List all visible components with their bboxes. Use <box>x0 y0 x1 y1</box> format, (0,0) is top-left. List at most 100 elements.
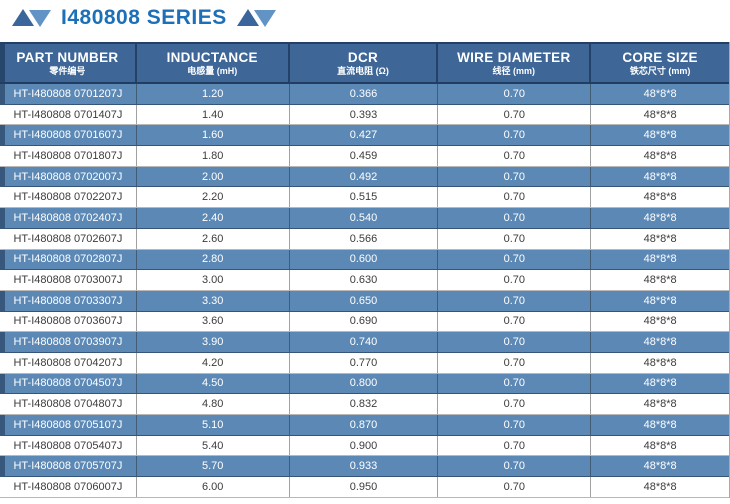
dcr-cell: 0.393 <box>290 104 439 125</box>
inductance-cell: 3.90 <box>137 332 290 352</box>
wire-diameter-cell: 0.70 <box>438 332 592 352</box>
inductance-cell: 2.60 <box>137 228 290 249</box>
core-size-cell: 48*8*8 <box>643 129 677 142</box>
column-label: PART NUMBER <box>16 49 119 65</box>
inductance-cell: 1.20 <box>137 84 290 104</box>
core-size-cell: 48*8*8 <box>643 398 677 411</box>
triangle-down-icon <box>29 10 51 27</box>
part-number-cell: HT-I480808 0703607J <box>0 311 137 332</box>
column-sublabel: 线径 (mm) <box>492 65 536 76</box>
column-header-inductance: INDUCTANCE 电感量 (mH) <box>137 44 290 82</box>
column-sublabel: 直流电阻 (Ω) <box>337 65 389 76</box>
dcr-cell: 0.540 <box>290 208 439 228</box>
part-number-cell: HT-I480808 0701407J <box>0 104 137 125</box>
part-number-cell: HT-I480808 0704807J <box>0 394 137 414</box>
column-sublabel: 铁芯尺寸 (mm) <box>629 65 691 76</box>
column-sublabel: 电感量 (mH) <box>187 65 238 76</box>
table-row: HT-I480808 0701207J 1.20 0.366 0.70 48*8… <box>0 84 729 105</box>
table-row: HT-I480808 0705407J 5.40 0.900 0.70 48*8… <box>0 435 729 457</box>
dcr-cell: 0.427 <box>290 125 439 146</box>
wire-diameter-cell: 0.70 <box>438 352 592 373</box>
table-row: HT-I480808 0703307J 3.30 0.650 0.70 48*8… <box>0 290 729 312</box>
spec-table: PART NUMBER 零件编号 INDUCTANCE 电感量 (mH) DCR… <box>0 42 730 498</box>
inductance-cell: 4.50 <box>137 373 290 394</box>
column-header-wire-diameter: WIRE DIAMETER 线径 (mm) <box>438 44 592 82</box>
wire-diameter-cell: 0.70 <box>438 146 592 166</box>
inductance-cell: 4.20 <box>137 352 290 373</box>
part-number-cell: HT-I480808 0705107J <box>0 415 137 435</box>
part-number-cell: HT-I480808 0702207J <box>0 187 137 208</box>
table-body: HT-I480808 0701207J 1.20 0.366 0.70 48*8… <box>0 84 729 498</box>
core-size-cell: 48*8*8 <box>643 315 677 328</box>
part-number-cell: HT-I480808 0702007J <box>0 166 137 187</box>
wire-diameter-cell: 0.70 <box>438 394 592 414</box>
table-row: HT-I480808 0706007J 6.00 0.950 0.70 48*8… <box>0 477 729 498</box>
dcr-cell: 0.690 <box>290 311 439 332</box>
core-size-cell: 48*8*8 <box>643 460 677 473</box>
dcr-cell: 0.459 <box>290 146 439 166</box>
core-size-cell: 48*8*8 <box>643 232 677 245</box>
table-row: HT-I480808 0701807J 1.80 0.459 0.70 48*8… <box>0 146 729 167</box>
inductance-cell: 1.60 <box>137 125 290 146</box>
core-size-cell: 48*8*8 <box>643 253 677 266</box>
inductance-cell: 2.40 <box>137 208 290 228</box>
column-label: DCR <box>347 49 379 65</box>
triangle-down-icon <box>253 10 276 27</box>
dcr-cell: 0.515 <box>290 187 439 208</box>
core-size-cell: 48*8*8 <box>643 294 677 307</box>
wire-diameter-cell: 0.70 <box>438 373 592 394</box>
column-header-part-number: PART NUMBER 零件编号 <box>0 44 137 82</box>
column-label: CORE SIZE <box>622 49 698 65</box>
column-label: WIRE DIAMETER <box>457 49 571 65</box>
core-size-cell: 48*8*8 <box>643 87 677 100</box>
dcr-cell: 0.366 <box>290 84 439 104</box>
inductance-cell: 2.20 <box>137 187 290 208</box>
title-bar: I480808 SERIES <box>0 0 730 36</box>
part-number-cell: HT-I480808 0703907J <box>0 332 137 352</box>
wire-diameter-cell: 0.70 <box>438 249 592 270</box>
inductance-cell: 5.40 <box>137 435 290 456</box>
part-number-cell: HT-I480808 0703007J <box>0 270 137 290</box>
table-row: HT-I480808 0702407J 2.40 0.540 0.70 48*8… <box>0 208 729 229</box>
dcr-cell: 0.740 <box>290 332 439 352</box>
table-row: HT-I480808 0704807J 4.80 0.832 0.70 48*8… <box>0 394 729 415</box>
table-row: HT-I480808 0702807J 2.80 0.600 0.70 48*8… <box>0 249 729 271</box>
dcr-cell: 0.492 <box>290 166 439 187</box>
table-row: HT-I480808 0701607J 1.60 0.427 0.70 48*8… <box>0 125 729 147</box>
dcr-cell: 0.566 <box>290 228 439 249</box>
part-number-cell: HT-I480808 0702607J <box>0 228 137 249</box>
core-size-cell: 48*8*8 <box>643 418 677 431</box>
inductance-cell: 1.80 <box>137 146 290 166</box>
dcr-cell: 0.630 <box>290 270 439 290</box>
part-number-cell: HT-I480808 0702807J <box>0 249 137 270</box>
dcr-cell: 0.800 <box>290 373 439 394</box>
part-number-cell: HT-I480808 0703307J <box>0 290 137 311</box>
dcr-cell: 0.600 <box>290 249 439 270</box>
dcr-cell: 0.770 <box>290 352 439 373</box>
column-header-dcr: DCR 直流电阻 (Ω) <box>290 44 439 82</box>
wire-diameter-cell: 0.70 <box>438 228 592 249</box>
dcr-cell: 0.900 <box>290 435 439 456</box>
part-number-cell: HT-I480808 0704207J <box>0 352 137 373</box>
inductance-cell: 2.80 <box>137 249 290 270</box>
inductance-cell: 1.40 <box>137 104 290 125</box>
column-header-core-size: CORE SIZE 铁芯尺寸 (mm) <box>591 44 729 82</box>
triangle-up-icon <box>12 9 34 26</box>
wire-diameter-cell: 0.70 <box>438 104 592 125</box>
dcr-cell: 0.832 <box>290 394 439 414</box>
dcr-cell: 0.650 <box>290 290 439 311</box>
wire-diameter-cell: 0.70 <box>438 270 592 290</box>
dcr-cell: 0.950 <box>290 477 439 497</box>
inductance-cell: 6.00 <box>137 477 290 497</box>
part-number-cell: HT-I480808 0701607J <box>0 125 137 146</box>
triangle-up-icon <box>236 9 259 26</box>
core-size-cell: 48*8*8 <box>643 439 677 452</box>
core-size-cell: 48*8*8 <box>643 149 677 162</box>
wire-diameter-cell: 0.70 <box>438 435 592 456</box>
part-number-cell: HT-I480808 0701807J <box>0 146 137 166</box>
inductance-cell: 5.70 <box>137 456 290 477</box>
table-row: HT-I480808 0703907J 3.90 0.740 0.70 48*8… <box>0 332 729 353</box>
wire-diameter-cell: 0.70 <box>438 187 592 208</box>
table-row: HT-I480808 0702207J 2.20 0.515 0.70 48*8… <box>0 187 729 209</box>
table-row: HT-I480808 0702607J 2.60 0.566 0.70 48*8… <box>0 228 729 250</box>
